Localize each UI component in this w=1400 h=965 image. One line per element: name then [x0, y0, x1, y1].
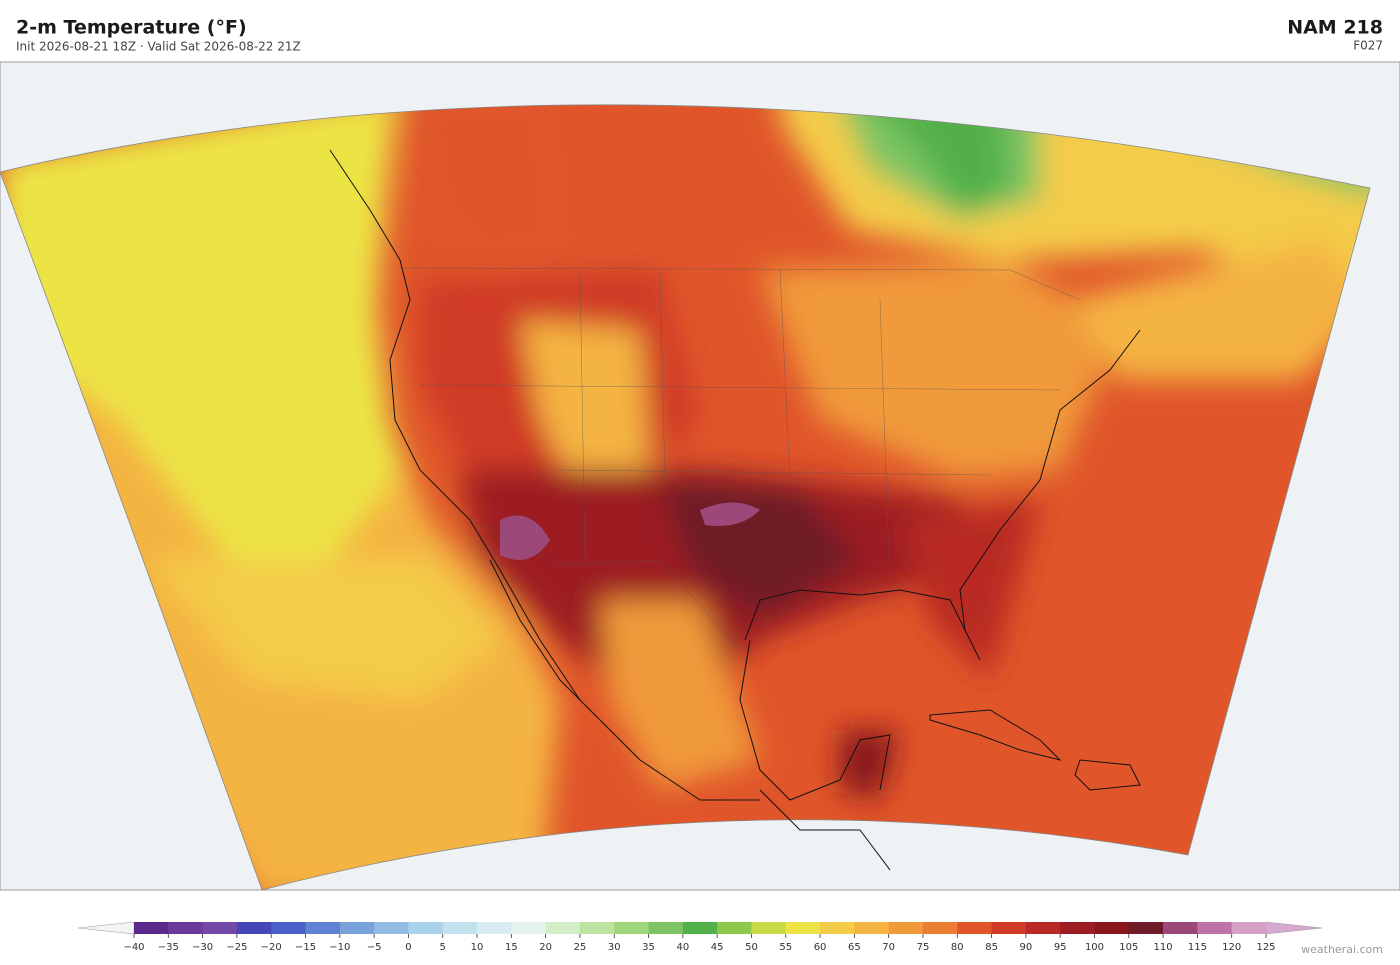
colorbar-segment	[1060, 922, 1095, 934]
colorbar-tick-label: −5	[367, 942, 382, 953]
colorbar-tick-label: 120	[1222, 942, 1241, 953]
colorbar-segment	[820, 922, 855, 934]
colorbar-segment	[1197, 922, 1232, 934]
colorbar-segment	[579, 922, 615, 934]
map	[0, 61, 1400, 891]
colorbar-segment	[1025, 922, 1061, 934]
colorbar-tick-label: 70	[882, 942, 895, 953]
colorbar-tick-label: −40	[123, 942, 144, 953]
colorbar-segment	[717, 922, 752, 934]
colorbar-segment	[545, 922, 581, 934]
colorbar-segment	[682, 922, 718, 934]
colorbar-tick-label: 65	[848, 942, 861, 953]
colorbar-tick-label: −25	[226, 942, 247, 953]
colorbar-tick-label: 45	[711, 942, 724, 953]
colorbar-tick-label: 35	[642, 942, 655, 953]
colorbar-segment	[957, 922, 992, 934]
forecast-hour: F027	[1353, 39, 1383, 53]
colorbar-tick-label: 125	[1256, 942, 1275, 953]
colorbar-segment	[1163, 922, 1198, 934]
coastlines	[329, 149, 1141, 871]
colorbar-segment	[1231, 922, 1267, 934]
colorbar-segment	[888, 922, 924, 934]
colorbar-segment	[991, 922, 1027, 934]
colorbar-segment	[442, 922, 478, 934]
temperature-field	[0, 104, 1370, 890]
colorbar-tick-label: −10	[329, 942, 350, 953]
colorbar-tick-label: 50	[745, 942, 758, 953]
colorbar-over	[1265, 921, 1323, 935]
colorbar-tick-label: 110	[1154, 942, 1173, 953]
colorbar-segment	[785, 922, 821, 934]
colorbar-tick-label: −35	[158, 942, 179, 953]
colorbar-tick-label: 40	[676, 942, 689, 953]
colorbar-segment	[511, 922, 546, 934]
colorbar-segment	[1128, 922, 1164, 934]
colorbar-segment	[236, 922, 272, 934]
colorbar-tick-label: 105	[1119, 942, 1138, 953]
colorbar-tick-label: 30	[608, 942, 621, 953]
colorbar-segment	[339, 922, 375, 934]
colorbar-tick-label: 80	[951, 942, 964, 953]
colorbar-tick-label: 95	[1054, 942, 1067, 953]
colorbar-tick-label: −20	[261, 942, 282, 953]
colorbar-segment	[305, 922, 341, 934]
colorbar-tick-label: 85	[985, 942, 998, 953]
watermark: weatherai.com	[1301, 943, 1383, 956]
colorbar-segment	[134, 922, 169, 934]
colorbar-segment	[922, 922, 958, 934]
colorbar-segment	[1094, 922, 1130, 934]
colorbar-segment	[648, 922, 684, 934]
colorbar-segment	[271, 922, 306, 934]
colorbar-segment	[202, 922, 238, 934]
colorbar-tick-label: 20	[539, 942, 552, 953]
domain-outline	[0, 104, 1371, 891]
colorbar-segment	[751, 922, 787, 934]
colorbar-segment	[168, 922, 203, 934]
colorbar-tick-label: 5	[440, 942, 446, 953]
borders	[399, 267, 1081, 651]
colorbar-tick-label: 60	[814, 942, 827, 953]
colorbar-tick-label: 90	[1020, 942, 1033, 953]
title: 2-m Temperature (°F)	[16, 17, 247, 39]
colorbar-segment	[854, 922, 889, 934]
colorbar-tick-label: 0	[405, 942, 411, 953]
colorbar-tick-label: −30	[192, 942, 213, 953]
colorbar-tick-label: 55	[779, 942, 792, 953]
colorbar-tick-label: 100	[1085, 942, 1104, 953]
colorbar-segment	[408, 922, 444, 934]
colorbar-tick-label: 10	[471, 942, 484, 953]
colorbar-segment	[477, 922, 512, 934]
subtitle: Init 2026-08-21 18Z · Valid Sat 2026-08-…	[16, 40, 301, 54]
colorbar-tick-label: −15	[295, 942, 316, 953]
colorbar: −40 −35 −30 −25 −20 −15 −10 −5 0 5 10 15 20 25 30 35 40 4…	[77, 921, 1323, 953]
colorbar-tick-label: 25	[574, 942, 587, 953]
model: NAM 218	[1287, 17, 1383, 39]
colorbar-tick-label: 115	[1188, 942, 1207, 953]
colorbar-under	[77, 921, 135, 935]
colorbar-segment	[614, 922, 649, 934]
colorbar-segment	[374, 922, 409, 934]
colorbar-tick-label: 75	[917, 942, 930, 953]
colorbar-tick-label: 15	[505, 942, 518, 953]
